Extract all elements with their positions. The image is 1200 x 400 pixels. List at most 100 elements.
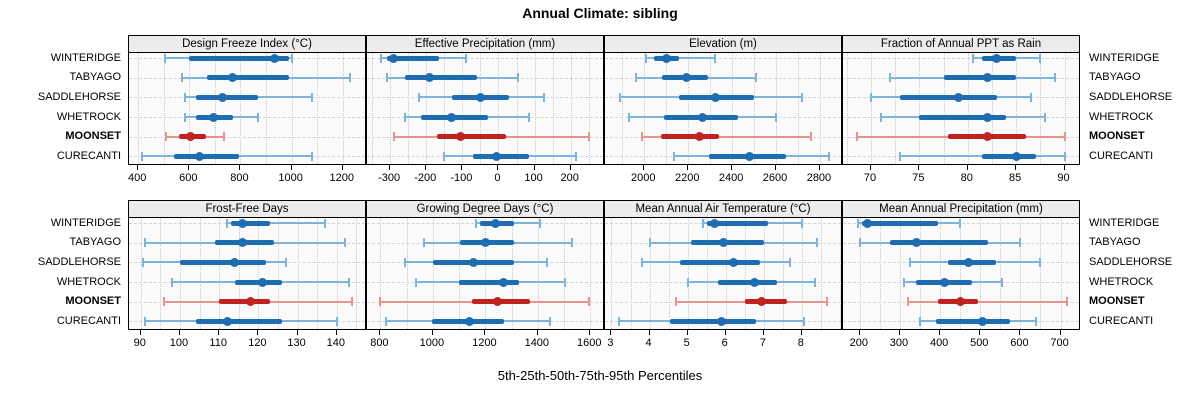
median-dot	[492, 297, 502, 307]
median-dot	[447, 112, 456, 122]
vertical-gridline	[444, 53, 446, 164]
axis-tick	[533, 165, 535, 170]
range-endcap	[971, 53, 974, 63]
axis-tick	[1015, 165, 1017, 170]
percentile-box-25-75	[936, 318, 1011, 324]
range-endcap	[907, 297, 910, 307]
median-dot	[465, 316, 475, 326]
median-dot	[218, 92, 228, 102]
median-dot	[862, 218, 872, 228]
median-dot	[209, 112, 219, 122]
horizontal-gridline	[367, 58, 603, 59]
range-endcap	[351, 297, 354, 307]
vertical-gridline	[622, 53, 624, 164]
axis-tick-label: 700	[1050, 337, 1069, 349]
panel-strip: Mean Annual Precipitation (mm)	[842, 200, 1080, 218]
range-endcap	[517, 73, 520, 83]
axis-tick	[139, 330, 141, 335]
axis-tick	[1019, 330, 1021, 335]
axis-tick	[762, 330, 764, 335]
panel-plot	[128, 53, 366, 165]
axis-tick	[178, 330, 180, 335]
vertical-gridline	[895, 53, 897, 164]
site-label-right: SADDLEHORSE	[1089, 90, 1173, 103]
percentile-box-25-75	[706, 220, 768, 226]
median-dot	[681, 73, 691, 83]
range-endcap	[1063, 132, 1066, 142]
vertical-gridline	[666, 53, 668, 164]
percentile-box-25-75	[982, 153, 1036, 159]
axis-tick-label: -100	[450, 172, 473, 184]
site-label-right: MOONSET	[1089, 130, 1145, 143]
range-endcap	[903, 277, 905, 287]
panel-strip: Elevation (m)	[604, 35, 842, 53]
axis-tick-label: 130	[287, 337, 306, 349]
axis-tick	[818, 165, 820, 170]
axis-tick-label: 400	[929, 337, 949, 349]
vertical-gridline	[485, 218, 487, 329]
range-endcap	[164, 53, 167, 63]
axis-tick-label: 5	[683, 337, 690, 349]
percentile-box-25-75	[195, 318, 282, 324]
percentile-box-25-75	[919, 114, 1007, 120]
axis-tick	[858, 330, 860, 335]
range-endcap	[284, 257, 287, 267]
range-endcap	[548, 316, 551, 326]
range-endcap	[414, 277, 417, 287]
percentile-range-5-95	[227, 222, 326, 224]
axis-tick-label: 1600	[577, 337, 602, 349]
vertical-gridline	[238, 218, 240, 329]
median-dot	[745, 151, 755, 161]
percentile-range-5-95	[908, 300, 1067, 303]
axis-tick-label: 100	[524, 172, 543, 184]
axis-tick-label: 200	[849, 337, 869, 349]
vertical-gridline	[317, 218, 319, 329]
site-label-right: MOONSET	[1089, 295, 1145, 308]
vertical-gridline	[919, 53, 921, 164]
site-label-right: WINTERIDGE	[1089, 216, 1160, 229]
vertical-gridline	[214, 53, 216, 164]
range-endcap	[163, 297, 166, 307]
axis-tick	[137, 165, 139, 170]
site-label-left: TABYAGO	[69, 71, 121, 84]
vertical-gridline	[859, 218, 861, 329]
vertical-gridline	[776, 53, 778, 164]
axis-tick	[966, 165, 968, 170]
range-endcap	[648, 238, 651, 248]
panel-plot	[128, 218, 366, 330]
range-endcap	[686, 277, 689, 287]
vertical-gridline	[1064, 53, 1066, 164]
vertical-gridline	[1016, 53, 1018, 164]
range-endcap	[443, 151, 446, 161]
vertical-gridline	[819, 53, 821, 164]
site-label-right: SADDLEHORSE	[1089, 255, 1173, 268]
vertical-gridline	[240, 53, 242, 164]
range-endcap	[713, 53, 716, 63]
vertical-gridline	[516, 53, 518, 164]
median-dot	[694, 132, 704, 142]
median-dot	[469, 257, 479, 267]
axis-tick-label: 70	[863, 172, 877, 184]
vertical-gridline	[920, 218, 922, 329]
axis-tick	[800, 330, 802, 335]
percentile-box-25-75	[459, 279, 520, 285]
range-endcap	[899, 151, 902, 161]
median-dot	[757, 297, 767, 307]
range-endcap	[1019, 238, 1022, 248]
vertical-gridline	[432, 218, 434, 329]
range-endcap	[380, 53, 383, 63]
axis-tick	[1063, 165, 1065, 170]
median-dot	[499, 277, 509, 287]
range-endcap	[324, 218, 327, 228]
range-endcap	[184, 92, 187, 102]
percentile-box-25-75	[189, 55, 290, 61]
range-endcap	[889, 73, 892, 83]
vertical-gridline	[564, 218, 566, 329]
axis-tick	[431, 330, 433, 335]
range-endcap	[1065, 297, 1068, 307]
vertical-gridline	[706, 218, 708, 329]
vertical-gridline	[537, 218, 539, 329]
vertical-gridline	[426, 53, 428, 164]
vertical-gridline	[408, 53, 410, 164]
vertical-gridline	[179, 218, 181, 329]
